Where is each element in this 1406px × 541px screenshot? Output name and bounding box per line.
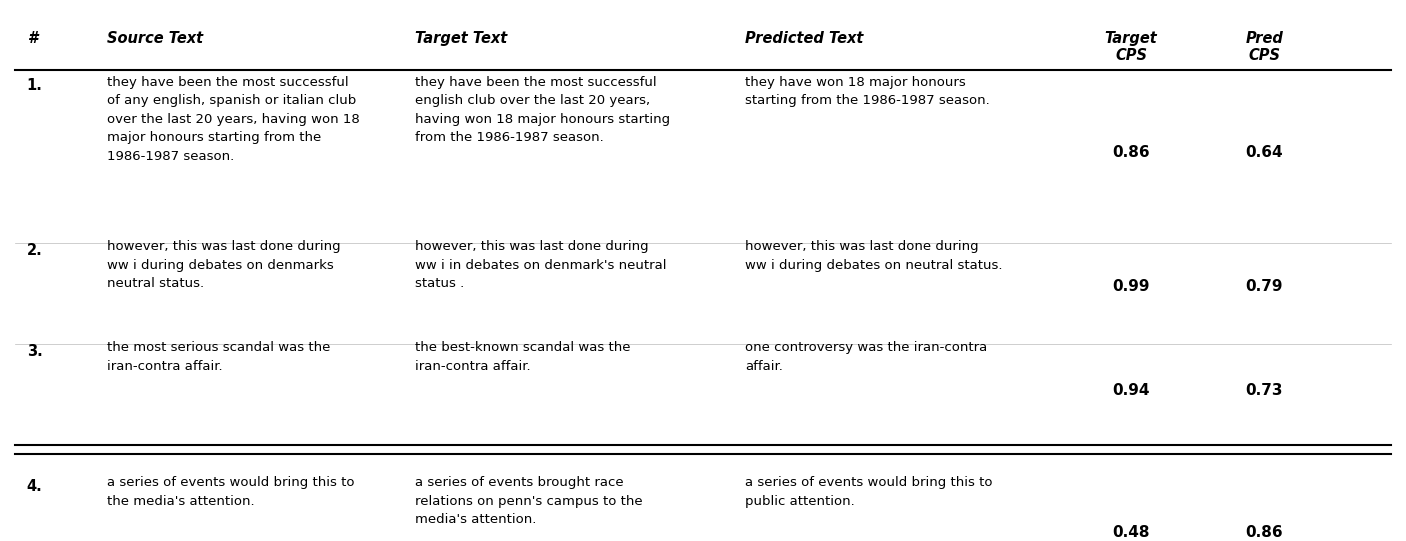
Text: a series of events brought race
relations on penn's campus to the
media's attent: a series of events brought race relation… xyxy=(415,477,643,526)
Text: 3.: 3. xyxy=(27,344,42,359)
Text: 0.86: 0.86 xyxy=(1112,145,1150,160)
Text: 0.73: 0.73 xyxy=(1246,382,1284,398)
Text: 0.86: 0.86 xyxy=(1246,525,1284,539)
Text: a series of events would bring this to
public attention.: a series of events would bring this to p… xyxy=(745,477,993,508)
Text: 0.99: 0.99 xyxy=(1112,279,1150,294)
Text: 0.94: 0.94 xyxy=(1112,382,1150,398)
Text: 0.79: 0.79 xyxy=(1246,279,1284,294)
Text: one controversy was the iran-contra
affair.: one controversy was the iran-contra affa… xyxy=(745,341,987,373)
Text: 2.: 2. xyxy=(27,243,42,258)
Text: however, this was last done during
ww i during debates on denmarks
neutral statu: however, this was last done during ww i … xyxy=(107,240,340,290)
Text: a series of events would bring this to
the media's attention.: a series of events would bring this to t… xyxy=(107,477,354,508)
Text: Source Text: Source Text xyxy=(107,31,202,45)
Text: they have been the most successful
english club over the last 20 years,
having w: they have been the most successful engli… xyxy=(415,76,671,144)
Text: the most serious scandal was the
iran-contra affair.: the most serious scandal was the iran-co… xyxy=(107,341,330,373)
Text: Predicted Text: Predicted Text xyxy=(745,31,863,45)
Text: the best-known scandal was the
iran-contra affair.: the best-known scandal was the iran-cont… xyxy=(415,341,631,373)
Text: however, this was last done during
ww i in debates on denmark's neutral
status .: however, this was last done during ww i … xyxy=(415,240,666,290)
Text: 0.48: 0.48 xyxy=(1112,525,1150,539)
Text: they have been the most successful
of any english, spanish or italian club
over : they have been the most successful of an… xyxy=(107,76,360,163)
Text: they have won 18 major honours
starting from the 1986-1987 season.: they have won 18 major honours starting … xyxy=(745,76,990,107)
Text: #: # xyxy=(27,31,37,45)
Text: Target Text: Target Text xyxy=(415,31,508,45)
Text: 4.: 4. xyxy=(27,479,42,494)
Text: however, this was last done during
ww i during debates on neutral status.: however, this was last done during ww i … xyxy=(745,240,1002,272)
Text: Target
CPS: Target CPS xyxy=(1105,31,1157,63)
Text: 1.: 1. xyxy=(27,78,42,94)
Text: 0.64: 0.64 xyxy=(1246,145,1284,160)
Text: Pred
CPS: Pred CPS xyxy=(1246,31,1284,63)
